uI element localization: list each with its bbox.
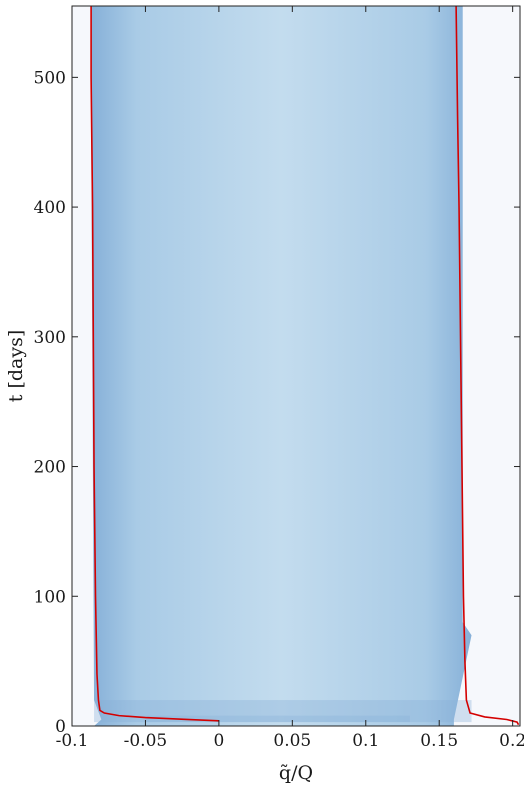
y-tick-label: 400 [34, 198, 66, 218]
heatmap-stripes [94, 700, 472, 723]
x-tick-label: -0.05 [124, 731, 168, 751]
y-tick-label: 200 [34, 458, 66, 478]
x-tick-label: 0.2 [499, 731, 524, 751]
heatmap-band [91, 6, 472, 726]
series-line-1 [90, 6, 219, 722]
y-tick-label: 300 [34, 328, 66, 348]
x-tick-label: -0.1 [56, 731, 89, 751]
plot-frame [71, 5, 521, 727]
y-axis-label: t [days] [5, 330, 27, 402]
x-axis-label: q̃/Q [279, 762, 313, 784]
y-tick-label: 0 [55, 717, 66, 737]
x-tick-label: 0.05 [273, 731, 311, 751]
series-group [90, 6, 520, 726]
x-tick-label: 0.15 [420, 731, 458, 751]
heatmap-edge-stripe [94, 700, 472, 723]
x-tick-label: 0 [213, 731, 224, 751]
y-axis: 0 100 200 300 400 500 [34, 68, 520, 737]
x-tick-label: 0.1 [352, 731, 379, 751]
y-tick-label: 100 [34, 587, 66, 607]
y-tick-label: 500 [34, 68, 66, 88]
series-line-2 [455, 6, 520, 726]
x-axis: -0.1 -0.05 0 0.05 0.1 0.15 0.2 [56, 6, 524, 751]
heatmap-edge-stripe [145, 715, 410, 723]
